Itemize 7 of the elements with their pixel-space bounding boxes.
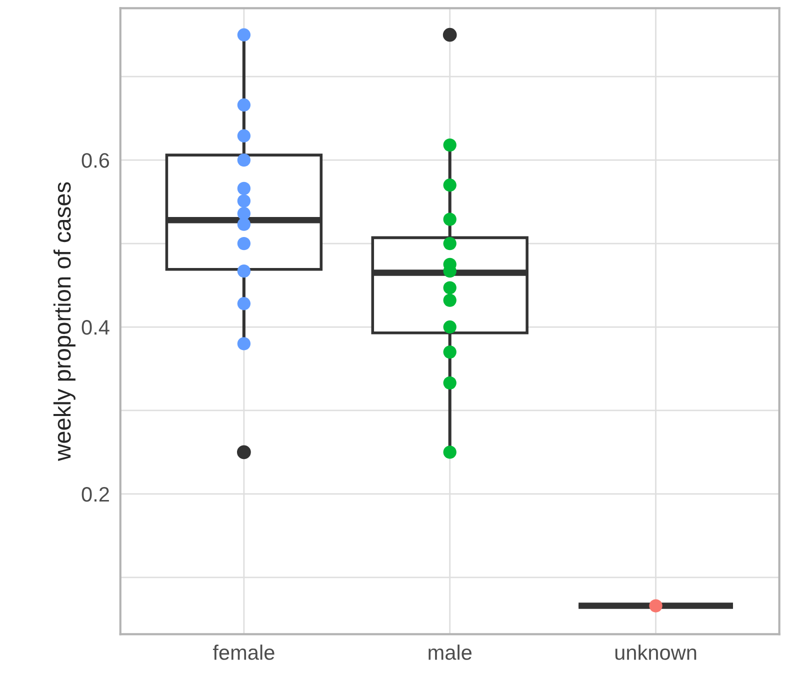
y-axis-title: weekly proportion of cases [53, 182, 76, 461]
x-tick-label: unknown [615, 644, 696, 660]
x-tick-label: female [212, 644, 274, 660]
y-tick-label: 0.4 [82, 320, 110, 335]
x-tick-label: male [428, 644, 472, 660]
y-tick-label: 0.6 [82, 153, 110, 168]
y-tick-label: 0.2 [82, 486, 109, 502]
